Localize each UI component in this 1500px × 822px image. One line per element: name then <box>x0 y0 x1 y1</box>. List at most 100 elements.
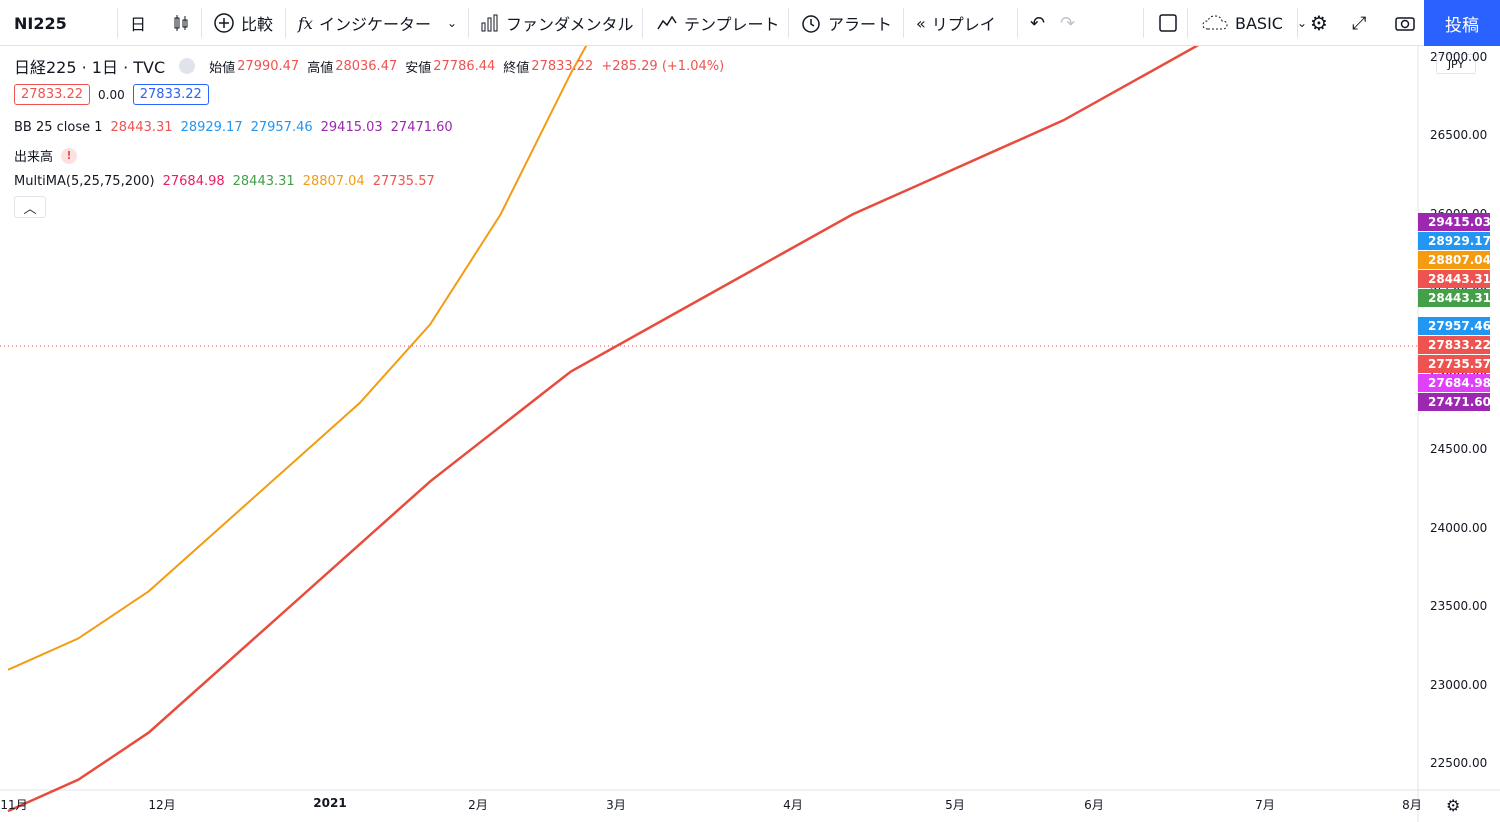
snapshot-button[interactable] <box>1386 0 1430 46</box>
symbol-search[interactable]: NI225 <box>14 13 67 33</box>
bb-value-lower-mid: 27957.46 <box>250 120 313 135</box>
open-value: 27990.47 <box>237 58 300 74</box>
legend-bb: BB 25 close 1 28443.31 28929.17 27957.46… <box>14 120 461 135</box>
price-tag: 28929.17 <box>1418 232 1491 250</box>
fullscreen-button[interactable]: ⤢ <box>1344 0 1374 46</box>
redo-icon: ↷ <box>1060 12 1076 34</box>
bid-ask-row: 27833.22 0.00 27833.22 <box>14 84 217 105</box>
expand-icon: ⤢ <box>1352 12 1367 34</box>
templates-button[interactable]: テンプレート <box>648 0 788 46</box>
alarm-clock-icon <box>802 15 820 33</box>
price-tag: 29415.03 <box>1418 213 1491 231</box>
post-button[interactable]: 投稿 <box>1424 0 1500 46</box>
close-label: 終値 <box>503 60 530 76</box>
chart-type-button[interactable] <box>163 0 205 46</box>
redo-button[interactable]: ↷ <box>1052 0 1083 46</box>
divider <box>285 8 286 38</box>
chart-area[interactable]: 日経225 · 1日 · TVC 始値 27990.47 高値 28036.47… <box>0 46 1500 822</box>
x-tick-label: 7月 <box>1255 798 1275 812</box>
currency-button[interactable]: JPY <box>1436 54 1476 74</box>
chevron-down-icon: ⌄ <box>446 16 458 30</box>
x-tick-label: 12月 <box>148 798 176 812</box>
chevron-down-icon: ⌄ <box>1296 16 1308 30</box>
x-tick-label: 3月 <box>606 798 626 812</box>
y-tick-label: 24000.00 <box>1430 520 1488 535</box>
y-tick-label: 26500.00 <box>1430 128 1488 142</box>
templates-label: テンプレート <box>684 15 780 34</box>
layout-select-button[interactable] <box>1150 0 1192 46</box>
ma-value-5: 27684.98 <box>162 174 225 189</box>
y-tick-label: 23000.00 <box>1430 677 1488 692</box>
divider <box>1017 8 1018 38</box>
alert-label: アラート <box>828 15 893 34</box>
divider <box>201 8 202 38</box>
legend-ma: MultiMA(5,25,75,200) 27684.98 28443.31 2… <box>14 174 443 189</box>
symbol-title: 日経225 · 1日 · TVC <box>14 58 166 77</box>
price-tag: 27833.22 <box>1418 336 1491 354</box>
ma-value-25: 28443.31 <box>232 174 295 189</box>
indicators-label: インジケーター <box>318 15 431 34</box>
top-toolbar: NI225 日 比較 fx インジケーター ⌄ ファンダメンタル テンプレート … <box>0 0 1500 46</box>
y-tick-label: 24500.00 <box>1430 442 1488 456</box>
y-tick-label: 23500.00 <box>1430 599 1488 613</box>
price-tag: 28807.04 <box>1418 251 1491 269</box>
high-value: 28036.47 <box>335 58 398 74</box>
price-tag: 27471.60 <box>1418 393 1491 411</box>
candle-icon <box>174 15 188 31</box>
interval-button[interactable]: 日 <box>130 15 147 34</box>
divider <box>903 8 904 38</box>
bb-value-lower: 27471.60 <box>390 120 453 135</box>
warning-icon[interactable]: ! <box>61 147 78 164</box>
camera-icon <box>1395 17 1415 31</box>
rewind-icon: « <box>916 13 926 33</box>
axis-settings-button[interactable]: ⚙ <box>1446 796 1460 815</box>
settings-button[interactable]: ⚙ <box>1302 0 1336 46</box>
sell-price[interactable]: 27833.22 <box>14 84 91 105</box>
low-value: 27786.44 <box>433 58 496 74</box>
legend-ohlc: 日経225 · 1日 · TVC 始値 27990.47 高値 28036.47… <box>14 54 732 78</box>
bb-label: BB 25 close 1 <box>14 120 103 135</box>
x-tick-label: 8月 <box>1402 798 1422 812</box>
fx-icon: fx <box>298 13 313 33</box>
gear-icon: ⚙ <box>1310 11 1328 35</box>
ma-value-200: 27735.57 <box>372 174 435 189</box>
gear-icon: ⚙ <box>1446 796 1461 815</box>
divider <box>468 8 469 38</box>
cloud-icon <box>1202 15 1228 30</box>
plus-circle-icon <box>214 13 234 33</box>
open-label: 始値 <box>209 60 236 76</box>
y-tick-label: 27000.00 <box>1430 49 1488 64</box>
ma-label: MultiMA(5,25,75,200) <box>14 174 155 189</box>
price-tag: 27735.57 <box>1418 355 1491 373</box>
close-value: 27833.22 <box>531 58 594 74</box>
buy-price[interactable]: 27833.22 <box>132 84 209 105</box>
price-chart[interactable] <box>0 46 1500 822</box>
fundamental-label: ファンダメンタル <box>506 15 634 34</box>
square-icon <box>1159 14 1177 32</box>
undo-button[interactable]: ↶ <box>1022 0 1053 46</box>
price-tag: 28443.31 <box>1418 289 1491 307</box>
ma-value-75: 28807.04 <box>302 174 365 189</box>
indicators-button[interactable]: fx インジケーター ⌄ <box>290 0 465 46</box>
x-tick-label: 4月 <box>783 798 803 812</box>
layout-label: BASIC <box>1235 13 1283 33</box>
ma200-line <box>7 46 1200 813</box>
alert-button[interactable]: アラート <box>792 0 900 46</box>
x-tick-label: 2月 <box>468 798 488 812</box>
undo-icon: ↶ <box>1030 12 1046 34</box>
x-tick-label: 2021 <box>313 796 347 810</box>
divider <box>1297 8 1298 38</box>
spread: 0.00 <box>98 87 125 102</box>
compare-button[interactable]: 比較 <box>205 0 281 46</box>
compare-label: 比較 <box>241 15 274 34</box>
layout-save-button[interactable]: BASIC ⌄ <box>1193 0 1315 46</box>
y-tick-label: 22500.00 <box>1430 756 1488 770</box>
collapse-legend-button[interactable]: ︿ <box>14 196 46 218</box>
bb-value-upper-mid: 28929.17 <box>180 120 243 135</box>
bar-chart-icon <box>481 14 498 32</box>
bb-value-basis: 28443.31 <box>110 120 173 135</box>
replay-label: リプレイ <box>931 15 996 34</box>
replay-button[interactable]: « リプレイ <box>908 0 1004 46</box>
fundamental-button[interactable]: ファンダメンタル <box>472 0 642 46</box>
hide-icon[interactable] <box>179 58 196 74</box>
